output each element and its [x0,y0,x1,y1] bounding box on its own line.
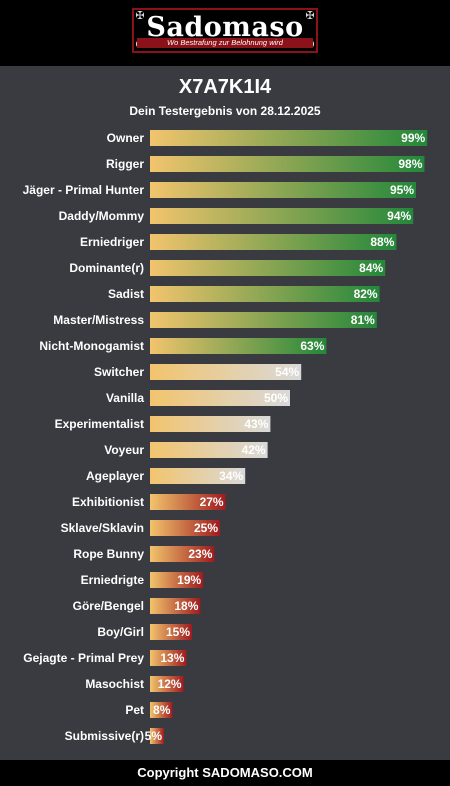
result-bar [150,702,173,718]
category-label: Nicht-Monogamist [39,339,144,353]
value-label: 5% [145,729,163,743]
value-label: 81% [351,313,375,327]
category-label: Dominante(r) [69,261,144,275]
result-bar [150,728,164,744]
category-label: Daddy/Mommy [59,209,145,223]
category-label: Experimentalist [55,417,144,431]
category-label: Erniedriger [80,235,144,249]
result-bar [150,468,246,484]
ornament-icon: ✠ [305,10,315,22]
value-label: 50% [264,391,288,405]
ornament-icon: ✠ [135,10,145,22]
value-label: 43% [244,417,268,431]
category-label: Rope Bunny [73,547,144,561]
category-label: Boy/Girl [97,625,144,639]
result-bar [150,364,302,380]
category-label: Pet [125,703,144,717]
category-label: Göre/Bengel [73,599,144,613]
result-subtitle: Dein Testergebnis von 28.12.2025 [129,104,321,118]
value-label: 18% [174,599,198,613]
result-bar [150,182,416,198]
category-label: Erniedrigte [81,573,145,587]
category-label: Sklave/Sklavin [61,521,144,535]
category-label: Exhibitionist [72,495,144,509]
result-bar [150,494,226,510]
category-label: Submissive(r) [65,729,144,743]
logo-wordmark: Sadomaso [146,12,304,43]
category-label: Jäger - Primal Hunter [23,183,145,197]
value-label: 27% [200,495,224,509]
result-bar [150,338,327,354]
result-bar-chart: Owner 99% Rigger 98% Jäger - Primal Hunter 95… [23,130,428,744]
value-label: 95% [390,183,414,197]
result-bar [150,234,397,250]
value-label: 94% [387,209,411,223]
result-bar [150,520,220,536]
result-bar [150,130,428,146]
value-label: 82% [354,287,378,301]
value-label: 99% [401,131,425,145]
result-bar [150,598,201,614]
category-label: Ageplayer [86,469,144,483]
result-bar [150,650,187,666]
result-bar [150,260,386,276]
value-label: 98% [398,157,422,171]
value-label: 42% [242,443,266,457]
value-label: 23% [188,547,212,561]
result-bar [150,416,271,432]
value-label: 84% [359,261,383,275]
value-label: 8% [153,703,171,717]
value-label: 63% [300,339,324,353]
category-label: Sadist [108,287,144,301]
category-label: Switcher [94,365,144,379]
result-title: X7A7K1I4 [178,76,272,98]
result-bar [150,676,184,692]
footer-copyright: Copyright SADOMASO.COM [0,760,450,786]
logo-tagline: Wo Bestrafung zur Belohnung wird [137,38,313,48]
value-label: 34% [219,469,243,483]
category-label: Owner [107,131,145,145]
result-bar [150,156,425,172]
result-bar [150,286,380,302]
category-label: Masochist [85,677,144,691]
header-bar: ✠ ✠ ✠ ✠ Sadomaso Wo Bestrafung zur Beloh… [0,0,450,66]
result-bar [150,442,268,458]
category-label: Rigger [106,157,144,171]
result-bar [150,312,377,328]
category-label: Gejagte - Primal Prey [23,651,144,665]
category-label: Voyeur [104,443,144,457]
result-bar [150,390,290,406]
value-label: 19% [177,573,201,587]
result-bar [150,546,215,562]
result-bar [150,624,192,640]
value-label: 88% [370,235,394,249]
value-label: 13% [160,651,184,665]
value-label: 15% [166,625,190,639]
site-logo[interactable]: ✠ ✠ ✠ ✠ Sadomaso Wo Bestrafung zur Beloh… [132,8,318,53]
value-label: 25% [194,521,218,535]
category-label: Master/Mistress [53,313,144,327]
result-bar [150,208,414,224]
category-label: Vanilla [106,391,144,405]
value-label: 12% [158,677,182,691]
result-bar [150,572,204,588]
value-label: 54% [275,365,299,379]
